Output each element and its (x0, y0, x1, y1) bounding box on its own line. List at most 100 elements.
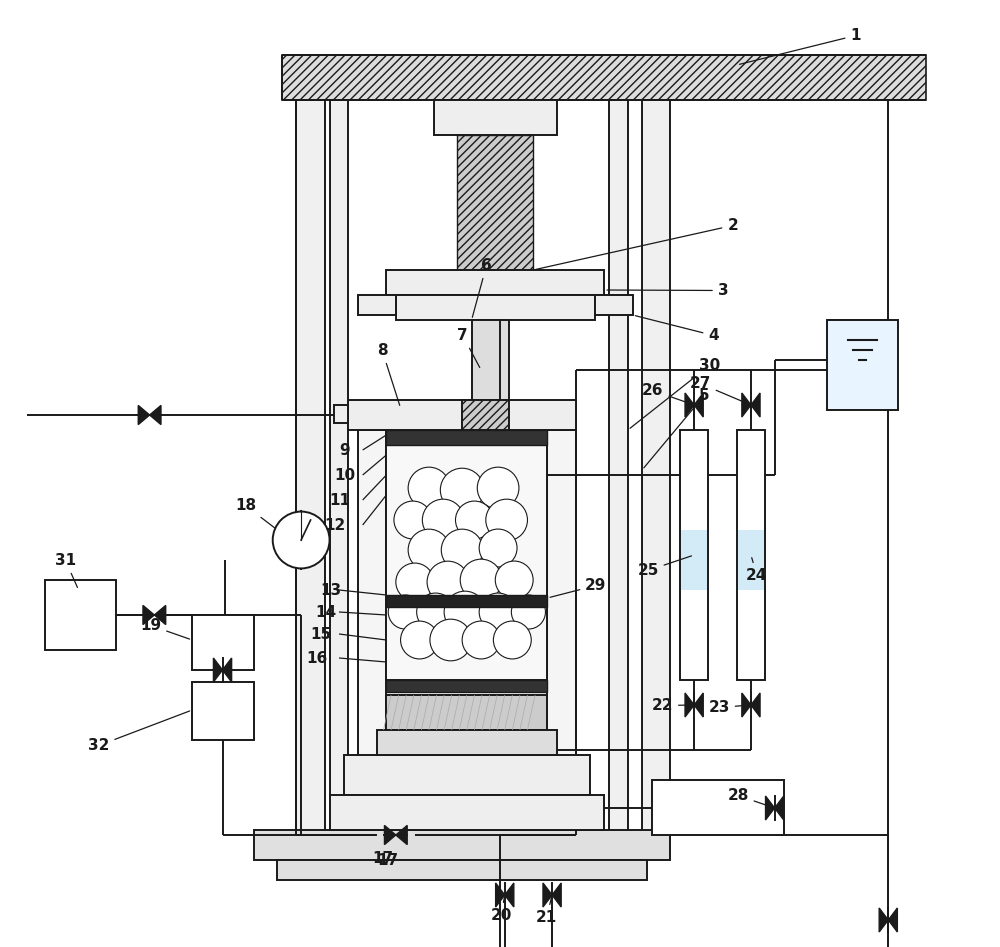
Bar (386, 445, 547, 680)
Bar (595, 295, 633, 315)
Circle shape (273, 511, 330, 568)
Circle shape (460, 559, 502, 600)
Text: 26: 26 (642, 383, 692, 404)
Circle shape (422, 499, 464, 541)
Text: 20: 20 (491, 898, 512, 923)
Bar (358, 295, 396, 315)
Text: 28: 28 (727, 788, 772, 807)
Bar (296, 100, 325, 840)
Circle shape (388, 595, 422, 629)
Circle shape (444, 591, 486, 633)
Polygon shape (751, 393, 760, 417)
Bar (386, 595, 547, 607)
Bar (472, 320, 500, 400)
Circle shape (427, 562, 469, 603)
Polygon shape (150, 405, 161, 424)
Text: 32: 32 (88, 711, 190, 753)
Circle shape (479, 529, 517, 567)
Text: 8: 8 (377, 343, 400, 405)
Text: 7: 7 (457, 328, 480, 367)
Polygon shape (496, 883, 505, 907)
Text: 31: 31 (55, 553, 77, 587)
Text: 12: 12 (325, 517, 346, 532)
Bar (348, 400, 576, 430)
Polygon shape (138, 405, 150, 424)
Bar (192, 615, 254, 670)
Polygon shape (888, 908, 897, 932)
Text: 25: 25 (637, 556, 691, 578)
Circle shape (511, 595, 545, 629)
Bar (827, 320, 898, 410)
Bar (386, 695, 547, 730)
Text: 13: 13 (320, 582, 341, 598)
Bar (434, 100, 557, 135)
Bar (386, 680, 547, 692)
Bar (358, 430, 386, 830)
Polygon shape (213, 658, 223, 682)
Polygon shape (742, 393, 751, 417)
Polygon shape (694, 393, 703, 417)
Text: 10: 10 (334, 468, 355, 483)
Bar (396, 295, 595, 320)
Circle shape (408, 467, 450, 509)
Text: 4: 4 (635, 315, 719, 343)
Circle shape (394, 501, 432, 539)
Circle shape (479, 593, 517, 631)
Text: 29: 29 (550, 578, 607, 598)
Circle shape (477, 467, 519, 509)
Bar (642, 100, 670, 840)
Text: 17: 17 (377, 852, 398, 867)
Circle shape (495, 561, 533, 599)
Bar (609, 100, 628, 840)
Text: 24: 24 (746, 558, 768, 583)
Polygon shape (396, 826, 407, 845)
Bar (462, 400, 509, 430)
Polygon shape (685, 693, 694, 717)
Text: 6: 6 (472, 258, 492, 317)
Circle shape (486, 499, 527, 541)
Circle shape (493, 621, 531, 659)
Bar (386, 430, 547, 445)
Bar (334, 405, 348, 423)
Text: 21: 21 (536, 898, 557, 925)
Text: 27: 27 (689, 376, 748, 404)
Bar (344, 755, 590, 795)
Bar (330, 795, 604, 830)
Text: 1: 1 (739, 28, 861, 64)
Text: 5: 5 (644, 388, 709, 468)
Text: 15: 15 (311, 627, 332, 641)
Bar (737, 430, 765, 680)
Polygon shape (694, 693, 703, 717)
Circle shape (408, 529, 450, 571)
Text: 11: 11 (330, 492, 351, 508)
Circle shape (430, 619, 472, 661)
Polygon shape (685, 393, 694, 417)
Polygon shape (154, 605, 166, 625)
Circle shape (440, 468, 484, 511)
Text: 2: 2 (536, 218, 738, 269)
Text: 17: 17 (372, 850, 393, 866)
Polygon shape (223, 658, 232, 682)
Text: 18: 18 (235, 498, 275, 528)
Circle shape (396, 563, 434, 601)
Bar (547, 430, 576, 830)
Polygon shape (751, 693, 760, 717)
Bar (277, 860, 647, 880)
Bar (680, 430, 708, 680)
Text: 16: 16 (306, 651, 327, 666)
Text: 9: 9 (339, 442, 350, 457)
Text: 19: 19 (140, 618, 190, 639)
Text: 23: 23 (708, 700, 748, 715)
Bar (386, 270, 604, 295)
Text: 14: 14 (315, 604, 336, 619)
Circle shape (462, 621, 500, 659)
Bar (254, 830, 670, 860)
Polygon shape (766, 796, 775, 820)
Polygon shape (543, 883, 552, 907)
Polygon shape (742, 693, 751, 717)
Polygon shape (775, 796, 784, 820)
Bar (652, 780, 784, 835)
Circle shape (441, 529, 483, 571)
Bar (457, 135, 533, 270)
Bar (282, 55, 926, 100)
